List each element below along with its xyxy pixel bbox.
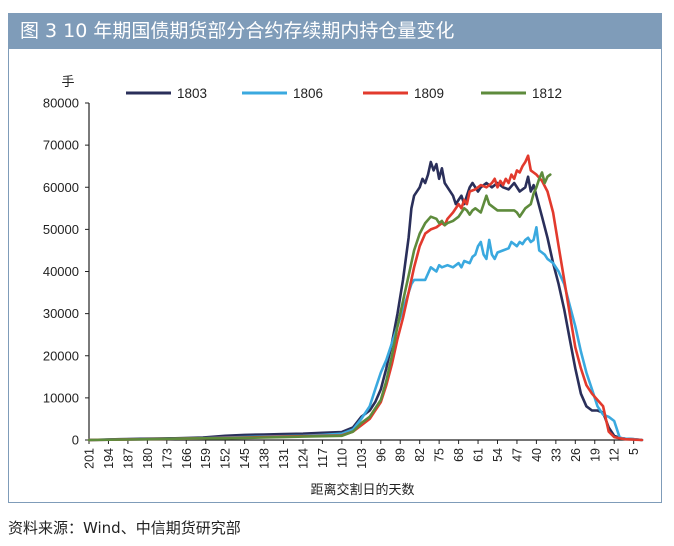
- series-line-1809: [87, 154, 644, 442]
- y-tick-label: 50000: [43, 222, 79, 237]
- y-tick-label: 0: [72, 433, 79, 448]
- x-tick-label: 138: [258, 448, 272, 469]
- y-tick-label: 20000: [43, 348, 79, 363]
- series-line-1812: [87, 171, 552, 442]
- line-chart: 0 10000 20000 30000 40000 50000 60000 70000 8000…: [43, 74, 644, 497]
- y-axis-unit-label: 手: [61, 74, 74, 89]
- x-tick-label: 110: [335, 448, 349, 468]
- x-tick-label: 68: [452, 448, 466, 462]
- y-tick-label: 40000: [43, 264, 79, 279]
- x-tick-label: 180: [141, 448, 155, 469]
- x-tick-label: 201: [83, 448, 97, 469]
- x-tick-label: 96: [374, 448, 388, 462]
- x-tick-label: 117: [316, 448, 330, 468]
- x-axis-title: 距离交割日的天数: [310, 482, 414, 497]
- y-tick-label: 60000: [43, 180, 79, 195]
- x-tick-label: 75: [433, 448, 447, 462]
- x-tick-label: 145: [238, 448, 252, 469]
- x-tick-label: 89: [394, 448, 408, 462]
- x-tick-label: 40: [530, 448, 544, 462]
- legend-label-1803: 1803: [177, 86, 207, 101]
- x-tick-label: 152: [219, 448, 233, 469]
- series-line-1803: [87, 160, 644, 442]
- x-tick-label: 47: [510, 448, 524, 462]
- legend-label-1806: 1806: [293, 86, 323, 101]
- y-tick-label: 80000: [43, 96, 79, 111]
- chart-title: 图 3 10 年期国债期货部分合约存续期内持仓量变化: [8, 13, 662, 49]
- x-tick-label: 82: [413, 448, 427, 462]
- y-tick-label: 70000: [43, 138, 79, 153]
- x-tick-label: 124: [296, 448, 310, 469]
- x-tick-label: 19: [588, 448, 602, 462]
- chart-frame: 0 10000 20000 30000 40000 50000 60000 70000 8000…: [8, 49, 662, 503]
- x-tick-label: 187: [121, 448, 135, 469]
- legend-label-1809: 1809: [414, 86, 444, 101]
- legend-label-1812: 1812: [532, 86, 562, 101]
- x-tick-label: 131: [277, 448, 291, 469]
- y-tick-label: 10000: [43, 390, 79, 405]
- x-tick-label: 159: [199, 448, 213, 469]
- x-tick-label: 12: [608, 448, 622, 462]
- source-note: 资料来源：Wind、中信期货研究部: [8, 519, 241, 537]
- x-tick-label: 103: [355, 448, 369, 469]
- series-line-1806: [87, 226, 644, 442]
- x-tick-label: 33: [549, 448, 563, 462]
- x-tick-label: 54: [491, 448, 505, 462]
- x-tick-label: 26: [569, 448, 583, 462]
- x-tick-label: 194: [102, 448, 116, 469]
- x-tick-label: 166: [180, 448, 194, 469]
- x-tick-label: 61: [472, 448, 486, 462]
- y-tick-label: 30000: [43, 306, 79, 321]
- x-tick-label: 173: [160, 448, 174, 469]
- x-tick-label: 5: [627, 448, 641, 455]
